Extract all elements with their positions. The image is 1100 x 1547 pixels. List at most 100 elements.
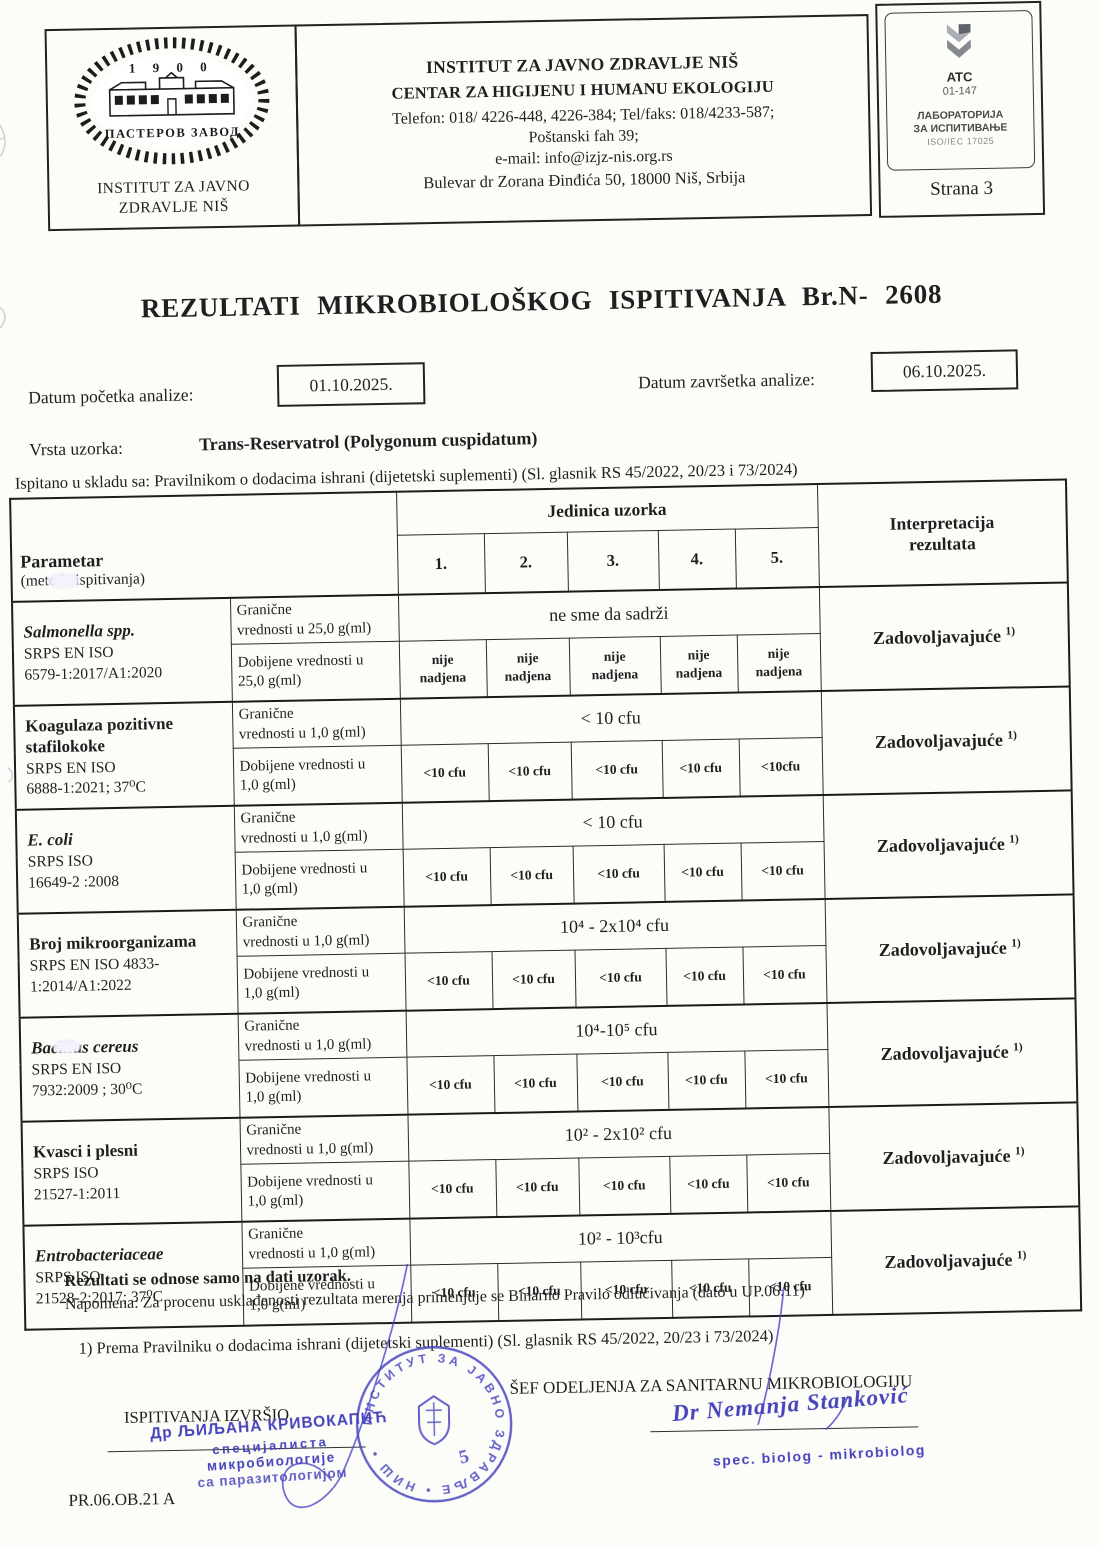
signature-line-right: [650, 1426, 919, 1433]
parameter-cell: E. coli SRPS ISO 16649-2 :2008: [15, 805, 236, 914]
accreditation-number: 01-147: [942, 85, 978, 98]
table-row-group: E. coli SRPS ISO 16649-2 :2008 Granične …: [15, 790, 1074, 914]
result-cell: <10 cfu: [744, 1049, 829, 1109]
interpretation-cell: Zadovoljavajuće 1): [826, 998, 1078, 1107]
results-table: Parametar (metoda ispitivanja) Jedinica …: [9, 478, 1083, 1331]
result-cell: <10 cfu: [663, 843, 742, 902]
footnote-mark: 1): [1012, 1040, 1023, 1054]
parameter-cell: Salmonella spp. SRPS EN ISO 6579-1:2017/…: [12, 597, 232, 706]
table-row-group: Bacillus cereus SRPS EN ISO 7932:2009 ; …: [19, 998, 1078, 1122]
result-cell: nije nadjena: [659, 635, 738, 694]
end-date-label: Datum završetka analize:: [637, 369, 816, 393]
sample-type-label: Vrsta uzorka:: [29, 437, 124, 460]
obtained-label-cell: Dobijene vrednosti u 25,0 g(ml): [230, 641, 400, 702]
start-date-label: Datum početka analize:: [28, 384, 194, 408]
head-role-stamp: spec. biolog - mikrobiolog: [712, 1441, 927, 1469]
result-cell: <10 cfu: [746, 1153, 831, 1213]
sample-col-1: 1.: [396, 533, 485, 595]
limit-value-cell: 10² - 10³cfu: [409, 1210, 832, 1266]
limit-label-cell: Granične vrednosti u 1,0 g(ml): [233, 802, 403, 853]
parameter-header: Parametar (metoda ispitivanja): [10, 491, 398, 602]
accreditation-card: ATC 01-147 ЛАБОРАТОРИЈА ЗА ИСПИТИВАЊЕ IS…: [884, 10, 1036, 171]
table-header: Parametar (metoda ispitivanja) Jedinica …: [10, 479, 1068, 602]
accreditation-caption: ЛАБОРАТОРИЈА ЗА ИСПИТИВАЊЕ: [913, 108, 1008, 136]
institute-logo-box: 1 9 0 0 ПАСТЕРОВ ЗАВОД INSTITUT ZA JAVNO…: [44, 24, 301, 232]
limit-value-cell: 10⁴ - 2x10⁴ cfu: [403, 898, 826, 954]
svg-text:1 9 0 0: 1 9 0 0: [129, 59, 214, 76]
result-cell: <10 cfu: [740, 841, 825, 901]
start-date-box: 01.10.2025.: [276, 362, 426, 407]
result-cell: <10 cfu: [669, 1154, 748, 1214]
parameter-cell: Koagulaza pozitivne stafilokoke SRPS EN …: [13, 701, 234, 810]
institute-logo-name: INSTITUT ZA JAVNO ZDRAVLJE NIŠ: [96, 177, 250, 217]
footnote-mark: 1): [1009, 832, 1019, 846]
obtained-label-cell: Dobijene vrednosti u 1,0 g(ml): [232, 745, 402, 806]
round-seal-stamp: ИНСТИТУТ ЗА ЈАВНО ЗДРАВЉЕ • НИШ • 5: [355, 1346, 513, 1503]
table-row-group: Salmonella spp. SRPS EN ISO 6579-1:2017/…: [12, 582, 1070, 706]
atc-accreditation-icon: [946, 23, 971, 58]
result-cell: <10cfu: [738, 737, 823, 797]
document-code: PR.06.OB.21 A: [68, 1488, 176, 1510]
result-cell: nije nadjena: [568, 636, 661, 696]
sample-col-2: 2.: [483, 532, 568, 594]
result-cell: <10 cfu: [491, 950, 576, 1010]
obtained-label-cell: Dobijene vrednosti u 1,0 g(ml): [236, 953, 406, 1014]
report-title: REZULTATI MIKROBIOLOŠKOG ISPITIVANJA Br.…: [140, 278, 943, 324]
result-cell: <10 cfu: [570, 740, 663, 800]
accreditation-standard: ISO/IEC 17025: [927, 136, 995, 148]
sample-col-3: 3.: [566, 530, 659, 592]
obtained-label-cell: Dobijene vrednosti u 1,0 g(ml): [234, 849, 404, 910]
result-cell: <10 cfu: [402, 847, 491, 907]
interpretation-cell: Zadovoljavajuće 1): [830, 1206, 1082, 1315]
obtained-label-cell: Dobijene vrednosti u 1,0 g(ml): [238, 1057, 408, 1118]
result-cell: <10 cfu: [406, 1055, 495, 1115]
result-cell: <10 cfu: [404, 951, 493, 1011]
sample-unit-header: Jedinica uzorka: [396, 484, 818, 536]
result-cell: nije nadjena: [736, 633, 821, 693]
result-cell: <10 cfu: [661, 739, 740, 798]
limit-label-cell: Granične vrednosti u 1,0 g(ml): [237, 1010, 407, 1061]
institute-address-block: INSTITUT ZA JAVNO ZDRAVLJE NIŠ CENTAR ZA…: [294, 14, 873, 227]
limit-label-cell: Granične vrednosti u 1,0 g(ml): [241, 1218, 411, 1269]
result-cell: <10 cfu: [489, 846, 574, 906]
interpretation-cell: Zadovoljavajuće 1): [828, 1102, 1080, 1211]
interpretation-cell: Zadovoljavajuće 1): [818, 582, 1070, 692]
parameter-header-title: Parametar: [20, 550, 104, 572]
limit-label-cell: Granične vrednosti u 1,0 g(ml): [235, 906, 405, 957]
result-cell: <10 cfu: [400, 743, 489, 803]
footnote-mark: 1): [1005, 624, 1016, 638]
result-cell: <10 cfu: [742, 945, 827, 1005]
limit-label-cell: Granične vrednosti u 1,0 g(ml): [231, 698, 401, 749]
limit-value-cell: 10⁴-10⁵ cfu: [405, 1002, 828, 1058]
result-cell: <10 cfu: [574, 948, 667, 1008]
parameter-header-sub: (metoda ispitivanja): [20, 570, 146, 590]
accreditation-box: ATC 01-147 ЛАБОРАТОРИЈА ЗА ИСПИТИВАЊЕ IS…: [875, 0, 1046, 218]
end-date-box: 06.10.2025.: [870, 349, 1019, 393]
sample-type-value: Trans-Reservatrol (Polygonum cuspidatum): [198, 428, 538, 455]
result-cell: <10 cfu: [576, 1052, 669, 1112]
result-cell: <10 cfu: [408, 1159, 497, 1219]
footnote-mark: 1): [1014, 1144, 1025, 1158]
seal-emblem: [417, 1395, 451, 1446]
result-cell: <10 cfu: [667, 1050, 746, 1110]
seal-number: 5: [457, 1446, 472, 1469]
letterhead: 1 9 0 0 ПАСТЕРОВ ЗАВОД INSTITUT ZA JAVNO…: [44, 0, 1046, 233]
building-drawing: [108, 71, 235, 117]
limit-value-cell: < 10 cfu: [401, 795, 824, 850]
interpretation-cell: Zadovoljavajuće 1): [822, 790, 1074, 899]
page-number: Strana 3: [930, 177, 994, 200]
result-cell: <10 cfu: [495, 1158, 580, 1218]
limit-value-cell: < 10 cfu: [399, 691, 822, 746]
limit-value-cell: 10² - 2x10² cfu: [407, 1106, 830, 1162]
table-row-group: Koagulaza pozitivne stafilokoke SRPS EN …: [13, 686, 1072, 810]
result-cell: nije nadjena: [485, 638, 570, 698]
sample-col-5: 5.: [734, 527, 819, 589]
table-row-group: Broj mikroorganizama SRPS EN ISO 4833- 1…: [17, 894, 1076, 1018]
footnote-mark: 1): [1011, 936, 1021, 950]
result-cell: <10 cfu: [487, 742, 572, 802]
accreditation-body-label: ATC: [946, 69, 973, 85]
result-cell: nije nadjena: [398, 639, 487, 699]
limit-label-cell: Granične vrednosti u 1,0 g(ml): [239, 1114, 409, 1165]
